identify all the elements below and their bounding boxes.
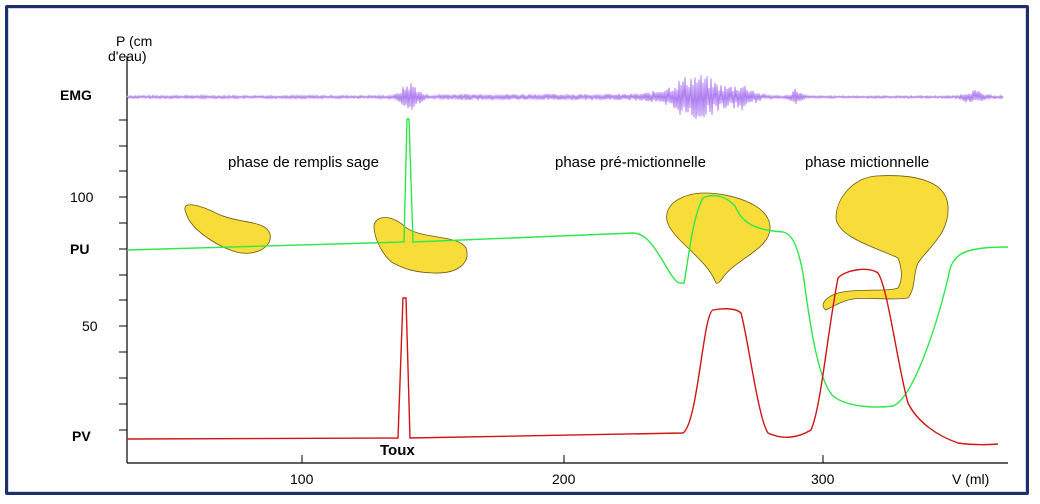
urodynamic-diagram: P (cm d'eau) 100 50 EMG PU PV 100 200 30… bbox=[60, 33, 1009, 487]
bladder-shape-1 bbox=[184, 204, 271, 254]
x-tick-300: 300 bbox=[811, 471, 835, 487]
diagram-frame: P (cm d'eau) 100 50 EMG PU PV 100 200 30… bbox=[5, 5, 1029, 495]
annotation-cough: Toux bbox=[380, 442, 415, 459]
y-axis-ticks bbox=[119, 119, 127, 431]
phase-label-pre-micturition: phase pré-mictionnelle bbox=[555, 154, 706, 171]
row-label-emg: EMG bbox=[60, 87, 92, 103]
row-label-pu: PU bbox=[70, 241, 89, 257]
x-axis-unit: V (ml) bbox=[952, 471, 989, 487]
x-axis-ticks bbox=[301, 455, 824, 463]
x-tick-200: 200 bbox=[552, 471, 576, 487]
pu-trace bbox=[126, 118, 1009, 408]
y-axis-unit-line1: P (cm bbox=[116, 33, 152, 49]
y-tick-50: 50 bbox=[82, 318, 98, 334]
bladder-shape-3 bbox=[666, 192, 771, 284]
row-label-pv: PV bbox=[72, 428, 91, 444]
y-axis-unit-line2: d'eau) bbox=[108, 48, 146, 64]
emg-trace bbox=[126, 75, 1004, 119]
phase-label-filling: phase de remplis sage bbox=[228, 154, 379, 171]
bladder-shape-2 bbox=[373, 217, 468, 274]
x-tick-100: 100 bbox=[290, 471, 314, 487]
pv-trace bbox=[126, 268, 999, 446]
phase-label-micturition: phase mictionnelle bbox=[805, 154, 929, 171]
y-tick-100: 100 bbox=[70, 189, 94, 205]
bladder-shape-4 bbox=[822, 175, 949, 311]
